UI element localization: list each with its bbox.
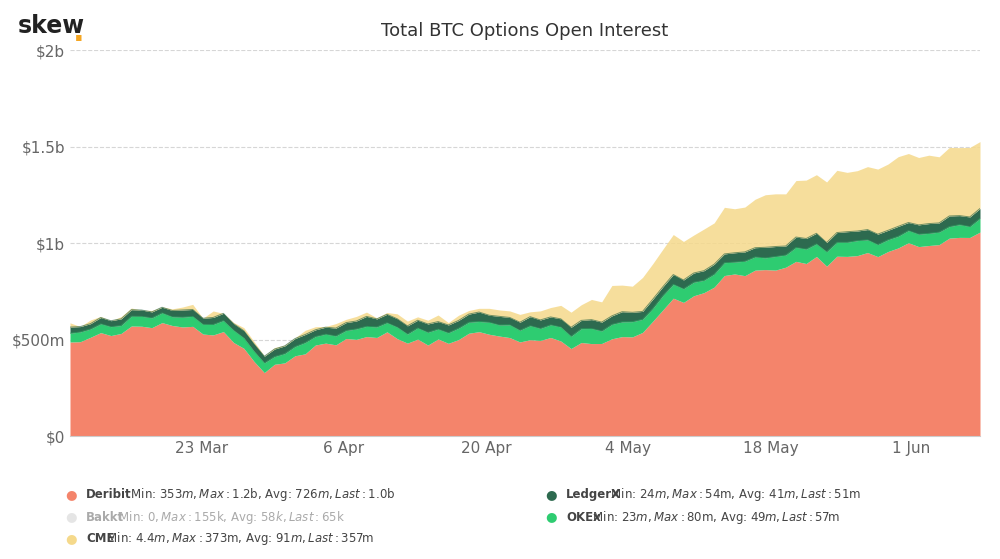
Text: ●: ● bbox=[65, 488, 76, 501]
Text: ●: ● bbox=[545, 488, 556, 501]
Text: Min: $0, Max: $155k, Avg: $58k, Last: $65k: Min: $0, Max: $155k, Avg: $58k, Last: $6… bbox=[115, 509, 345, 525]
Text: Min: $353m, Max: $1.2b, Avg: $726m, Last: $1.0b: Min: $353m, Max: $1.2b, Avg: $726m, Last… bbox=[127, 486, 395, 503]
Text: ●: ● bbox=[545, 510, 556, 524]
Text: skew: skew bbox=[18, 14, 85, 38]
Text: OKEx: OKEx bbox=[566, 510, 601, 524]
Text: .: . bbox=[73, 18, 85, 47]
Text: Min: $4.4m, Max: $373m, Avg: $91m, Last: $357m: Min: $4.4m, Max: $373m, Avg: $91m, Last:… bbox=[103, 530, 374, 547]
Title: Total BTC Options Open Interest: Total BTC Options Open Interest bbox=[381, 22, 669, 40]
Text: Bakkt: Bakkt bbox=[86, 510, 124, 524]
Text: ●: ● bbox=[65, 532, 76, 545]
Text: Deribit: Deribit bbox=[86, 488, 132, 501]
Text: ●: ● bbox=[65, 510, 76, 524]
Text: LedgerX: LedgerX bbox=[566, 488, 621, 501]
Text: Min: $23m, Max: $80m, Avg: $49m, Last: $57m: Min: $23m, Max: $80m, Avg: $49m, Last: $… bbox=[589, 509, 840, 525]
Text: Min: $24m, Max: $54m, Avg: $41m, Last: $51m: Min: $24m, Max: $54m, Avg: $41m, Last: $… bbox=[607, 486, 861, 503]
Text: CME: CME bbox=[86, 532, 114, 545]
